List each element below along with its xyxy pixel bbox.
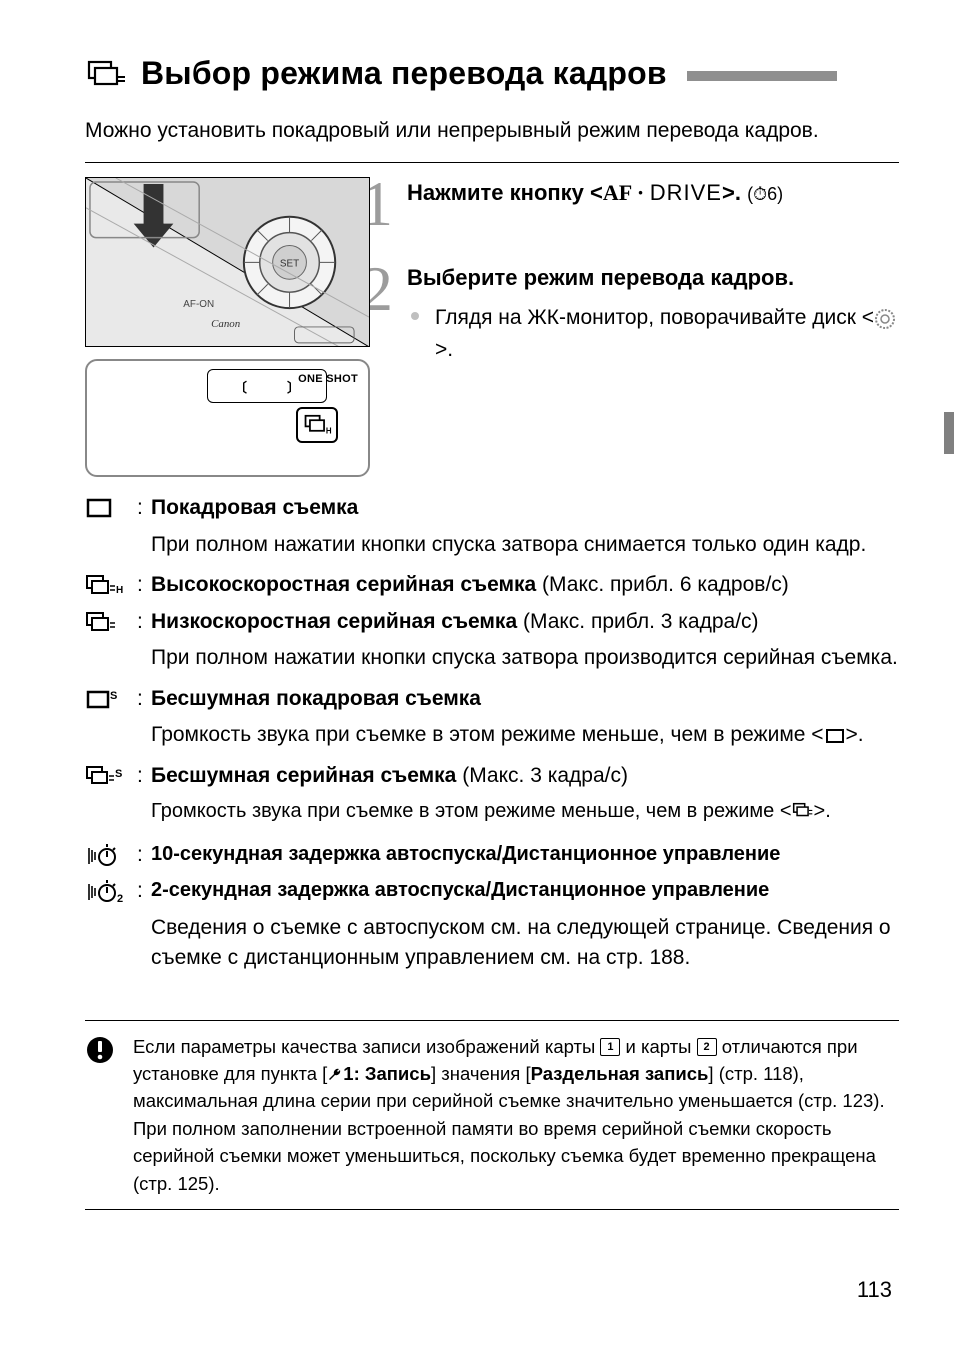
drive-modes-list: : Покадровая съемка При полном нажатии к…	[85, 493, 899, 973]
step-2-title: Выберите режим перевода кадров.	[407, 264, 899, 293]
mode-single-desc: При полном нажатии кнопки спуска затвора…	[85, 530, 899, 560]
page-title: Выбор режима перевода кадров	[141, 55, 667, 92]
page-number: 113	[857, 1277, 892, 1303]
mode-timer-2-desc: Сведения о съемке с автоспуском см. на с…	[85, 913, 899, 974]
manual-page: Выбор режима перевода кадров Можно устан…	[0, 0, 954, 1345]
caution-text: Если параметры качества записи изображен…	[133, 1033, 899, 1197]
svg-text:S: S	[115, 768, 122, 780]
divider	[85, 162, 899, 163]
camera-photo: SET	[85, 177, 370, 347]
caution-icon	[85, 1033, 119, 1197]
step-2-bullet: Глядя на ЖК-монитор, поворачивайте диск …	[407, 302, 899, 365]
mode-low-speed-desc: При полном нажатии кнопки спуска затвора…	[85, 643, 899, 673]
svg-text:S: S	[110, 690, 117, 702]
af-bracket-left: 〔	[234, 377, 247, 396]
single-shot-icon	[85, 493, 137, 523]
low-speed-icon	[85, 607, 137, 637]
steps-area: SET	[85, 177, 899, 477]
svg-text:H: H	[326, 426, 332, 435]
mode-timer-10: : 10-секундная задержка автоспуска/Диста…	[85, 840, 899, 870]
svg-text:2: 2	[117, 893, 123, 904]
lcd-drive-icon-box: H	[296, 407, 338, 443]
step-1: 1 Нажмите кнопку <AF · DRIVE>. (⏱6)	[401, 177, 899, 231]
mode-timer-2: 2 : 2-секундная задержка автоспуска/Дист…	[85, 876, 899, 906]
svg-text:H: H	[116, 585, 123, 596]
intro-text: Можно установить покадровый или непрерыв…	[85, 116, 899, 146]
silent-single-icon: S	[85, 684, 137, 714]
step-1-title: Нажмите кнопку <AF · DRIVE>. (⏱6)	[407, 179, 899, 208]
silent-continuous-icon: S	[85, 761, 137, 791]
step-2: 2 Выберите режим перевода кадров. Глядя …	[401, 262, 899, 366]
svg-text:SET: SET	[280, 259, 299, 270]
mode-single: : Покадровая съемка	[85, 493, 899, 523]
side-tab-accent	[944, 412, 954, 454]
single-rect-icon	[824, 725, 846, 747]
mode-silent-continuous: S : Бесшумная серийная съемка (Макс. 3 к…	[85, 761, 899, 791]
timer-10-icon	[85, 840, 137, 870]
drive-mode-icon	[85, 59, 129, 89]
high-speed-icon: H	[85, 570, 137, 600]
wrench-icon	[327, 1067, 343, 1083]
lcd-panel: 〔 〕 ONE SHOT H	[85, 359, 370, 477]
card-2-icon: 2	[697, 1038, 717, 1056]
timer-2-icon: 2	[85, 876, 137, 906]
title-accent-bar	[687, 71, 837, 81]
mode-silent-single-desc: Громкость звука при съемке в этом режиме…	[85, 720, 899, 750]
page-title-row: Выбор режима перевода кадров	[85, 55, 899, 92]
continuous-icon-inline	[792, 801, 814, 823]
step-1-note: (⏱6)	[747, 184, 783, 204]
illustration-column: SET	[85, 177, 385, 477]
caution-box: Если параметры качества записи изображен…	[85, 1020, 899, 1210]
lcd-one-shot-label: ONE SHOT	[298, 373, 358, 385]
mode-low-speed: : Низкоскоростная серийная съемка (Макс.…	[85, 607, 899, 637]
mode-silent-single: S : Бесшумная покадровая съемка	[85, 684, 899, 714]
quick-dial-icon	[874, 308, 896, 330]
card-1-icon: 1	[600, 1038, 620, 1056]
svg-text:AF-ON: AF-ON	[183, 300, 214, 311]
mode-high-speed: H : Высокоскоростная серийная съемка (Ма…	[85, 570, 899, 600]
mode-silent-cont-desc: Громкость звука при съемке в этом режиме…	[85, 797, 899, 826]
svg-text:Canon: Canon	[211, 318, 240, 330]
steps-column: 1 Нажмите кнопку <AF · DRIVE>. (⏱6) 2 Вы…	[401, 177, 899, 477]
